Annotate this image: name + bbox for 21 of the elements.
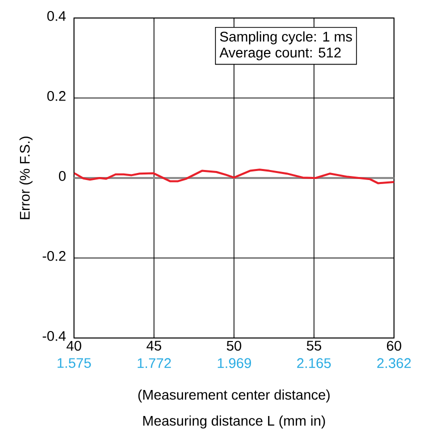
text: (Measurement center distance) — [138, 389, 330, 402]
y-axis-title: Error (% F.S.) — [20, 136, 32, 220]
y-tick-label: -0.2 — [42, 251, 66, 261]
x2-tick-label: 2.362 — [377, 358, 411, 368]
line-series — [73, 168, 396, 184]
annotation: Sampling cycle: 1 ms — [220, 31, 352, 44]
x-tick-label: 55 — [306, 340, 322, 351]
y-tick-label: 0.4 — [47, 11, 66, 21]
x-tick-label: 40 — [66, 340, 82, 351]
y-tick-label: 0.2 — [47, 91, 66, 101]
x-axis-title: Measuring distance L (mm in) — [143, 415, 325, 428]
x2-tick-label: 1.772 — [138, 358, 171, 368]
x2-tick-label: 1.575 — [58, 358, 91, 368]
annotation: Average count: 512 — [219, 48, 341, 60]
x-tick-label: 45 — [146, 340, 162, 351]
x-tick-label: 50 — [226, 340, 242, 351]
y-tick-label: 0 — [58, 171, 66, 181]
x-tick-label: 60 — [386, 340, 402, 351]
y-tick-label: -0.4 — [42, 331, 66, 341]
x2-tick-label: 1.969 — [218, 358, 251, 368]
x2-tick-label: 2.165 — [297, 358, 331, 368]
